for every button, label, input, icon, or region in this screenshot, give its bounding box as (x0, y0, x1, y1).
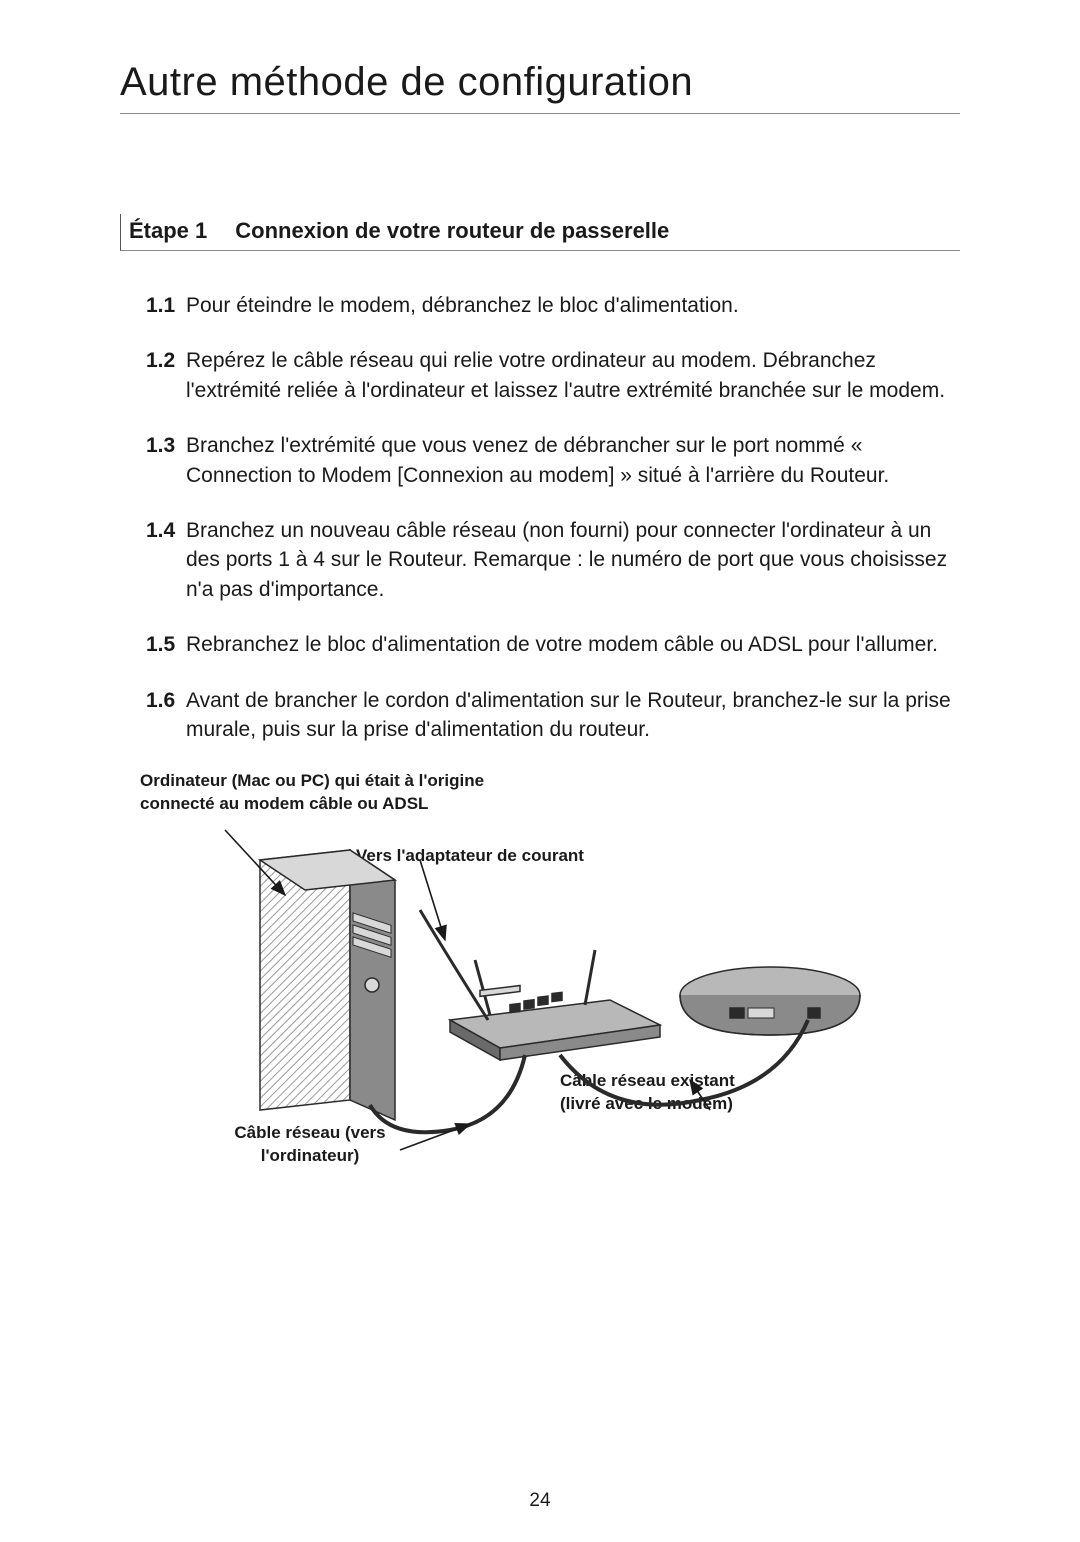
step-text: Branchez un nouveau câble réseau (non fo… (186, 516, 960, 604)
diagram-illustration (190, 820, 870, 1180)
step-item: 1.1 Pour éteindre le modem, débranchez l… (146, 291, 960, 320)
step-num: 1.4 (146, 516, 186, 604)
arrow-to-cable-right (690, 1080, 710, 1110)
step-item: 1.3 Branchez l'extrémité que vous venez … (146, 431, 960, 490)
step-num: 1.6 (146, 686, 186, 745)
step-item: 1.5 Rebranchez le bloc d'alimentation de… (146, 630, 960, 659)
step-text: Branchez l'extrémité que vous venez de d… (186, 431, 960, 490)
step-title: Connexion de votre routeur de passerelle (235, 218, 669, 244)
page-number: 24 (0, 1490, 1080, 1512)
step-label: Étape 1 (129, 218, 207, 244)
step-item: 1.2 Repérez le câble réseau qui relie vo… (146, 346, 960, 405)
diagram-caption-computer: Ordinateur (Mac ou PC) qui était à l'ori… (140, 770, 540, 816)
step-item: 1.4 Branchez un nouveau câble réseau (no… (146, 516, 960, 604)
steps-list: 1.1 Pour éteindre le modem, débranchez l… (120, 291, 960, 744)
router-icon (450, 950, 660, 1060)
step-text: Avant de brancher le cordon d'alimentati… (186, 686, 960, 745)
connection-diagram: Ordinateur (Mac ou PC) qui était à l'ori… (120, 770, 960, 1200)
arrow-to-cable-left (400, 1124, 470, 1150)
step-item: 1.6 Avant de brancher le cordon d'alimen… (146, 686, 960, 745)
step-text: Repérez le câble réseau qui relie votre … (186, 346, 960, 405)
page-title: Autre méthode de configuration (120, 60, 960, 114)
step-num: 1.5 (146, 630, 186, 659)
step-num: 1.3 (146, 431, 186, 490)
step-text: Rebranchez le bloc d'alimentation de vot… (186, 630, 960, 659)
modem-icon (680, 967, 860, 1035)
step-text: Pour éteindre le modem, débranchez le bl… (186, 291, 960, 320)
step-num: 1.2 (146, 346, 186, 405)
step-header: Étape 1 Connexion de votre routeur de pa… (120, 214, 960, 251)
step-num: 1.1 (146, 291, 186, 320)
